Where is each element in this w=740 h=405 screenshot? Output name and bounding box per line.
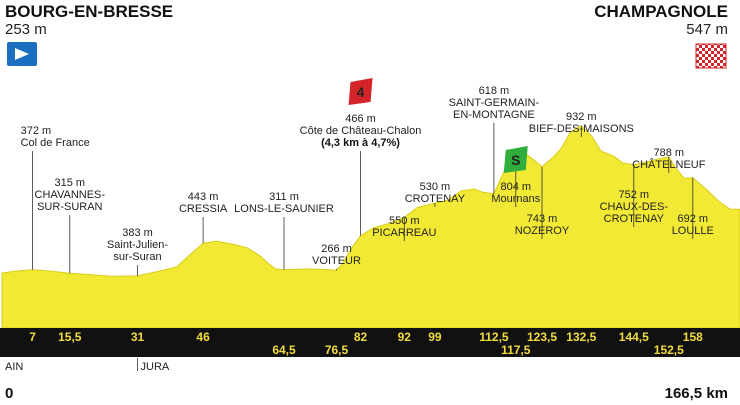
waypoint-name: Mournans xyxy=(491,193,540,205)
waypoint-altitude: 266 m xyxy=(321,243,352,255)
start-altitude: 253 m xyxy=(5,21,47,38)
region-label: AIN xyxy=(5,361,23,373)
km-marker-label: 152,5 xyxy=(654,343,684,357)
waypoint-altitude: 692 m xyxy=(678,213,709,225)
km-marker-label: 99 xyxy=(428,330,442,344)
finish-town-name: CHAMPAGNOLE xyxy=(594,2,728,21)
waypoint-name: Côte de Château-Chalon xyxy=(300,125,422,137)
start-flag-icon xyxy=(7,42,37,66)
badge-label: S xyxy=(511,152,520,168)
waypoint-altitude: 383 m xyxy=(122,227,153,239)
waypoint-name: CHÂTELNEUF xyxy=(632,158,706,171)
waypoint-name: sur-Suran xyxy=(113,251,161,263)
badge-label: 4 xyxy=(357,84,365,100)
waypoint-name: BIEF-DES-MAISONS xyxy=(529,123,634,135)
km-marker-label: 46 xyxy=(196,330,210,344)
waypoint-altitude: 311 m xyxy=(269,191,299,203)
waypoint-altitude: 550 m xyxy=(389,215,420,227)
waypoint-name: LONS-LE-SAUNIER xyxy=(234,203,334,215)
km-bar xyxy=(0,328,740,357)
km-marker-label: 64,5 xyxy=(272,343,296,357)
km-marker-label: 112,5 xyxy=(479,330,509,344)
waypoint-name: SUR-SURAN xyxy=(37,201,102,213)
waypoint-name: EN-MONTAGNE xyxy=(453,109,535,121)
waypoint-name: Col de France xyxy=(21,137,90,149)
waypoint-name: LOULLE xyxy=(672,225,714,237)
waypoint-altitude: 315 m xyxy=(55,177,86,189)
km-marker-label: 15,5 xyxy=(58,330,82,344)
waypoint-name: CRESSIA xyxy=(179,203,228,215)
region-label: JURA xyxy=(141,361,170,373)
waypoint-altitude: 372 m xyxy=(21,125,52,137)
sprint-badge: S xyxy=(503,146,528,173)
waypoint-altitude: 618 m xyxy=(479,85,510,97)
distance-start-label: 0 xyxy=(5,385,13,402)
km-marker-label: 158 xyxy=(683,330,703,344)
km-marker-label: 7 xyxy=(29,330,36,344)
finish-altitude: 547 m xyxy=(686,21,728,38)
waypoint-name: NOZEROY xyxy=(515,225,570,237)
waypoint-name: Saint-Julien- xyxy=(107,239,168,251)
km-marker-label: 117,5 xyxy=(501,343,531,357)
finish-flag-icon xyxy=(695,43,727,69)
waypoint-altitude: 932 m xyxy=(566,111,597,123)
waypoint-name: VOITEUR xyxy=(312,255,361,267)
waypoint-name: PICARREAU xyxy=(372,227,436,239)
waypoint-altitude: 743 m xyxy=(527,213,558,225)
profile-area xyxy=(1,124,740,329)
start-town-name: BOURG-EN-BRESSE xyxy=(5,2,173,21)
waypoint-altitude: 752 m xyxy=(619,189,650,201)
waypoint-name: CHAVANNES- xyxy=(35,189,106,201)
waypoint-name: (4,3 km à 4,7%) xyxy=(321,137,400,149)
km-marker-label: 123,5 xyxy=(527,330,557,344)
km-marker-label: 92 xyxy=(398,330,412,344)
km-marker-label: 31 xyxy=(131,330,145,344)
km-marker-label: 144,5 xyxy=(619,330,649,344)
badges: 4S xyxy=(348,78,528,173)
waypoint-altitude: 466 m xyxy=(345,113,376,125)
region-labels: AIN JURA xyxy=(5,358,170,373)
waypoint-name: CROTENAY xyxy=(405,193,466,205)
climb-category-badge: 4 xyxy=(348,78,373,105)
waypoint-name: CROTENAY xyxy=(604,213,665,225)
waypoint-altitude: 443 m xyxy=(188,191,219,203)
km-marker-label: 82 xyxy=(354,330,368,344)
km-marker-label: 76,5 xyxy=(325,343,349,357)
distance-end-label: 166,5 km xyxy=(665,385,728,402)
waypoint-altitude: 788 m xyxy=(654,147,685,159)
waypoint-altitude: 530 m xyxy=(420,181,451,193)
waypoint-name: SAINT-GERMAIN- xyxy=(449,97,540,109)
km-marker-label: 132,5 xyxy=(566,330,596,344)
waypoint-altitude: 804 m xyxy=(501,181,532,193)
waypoint-name: CHAUX-DES- xyxy=(600,201,669,213)
